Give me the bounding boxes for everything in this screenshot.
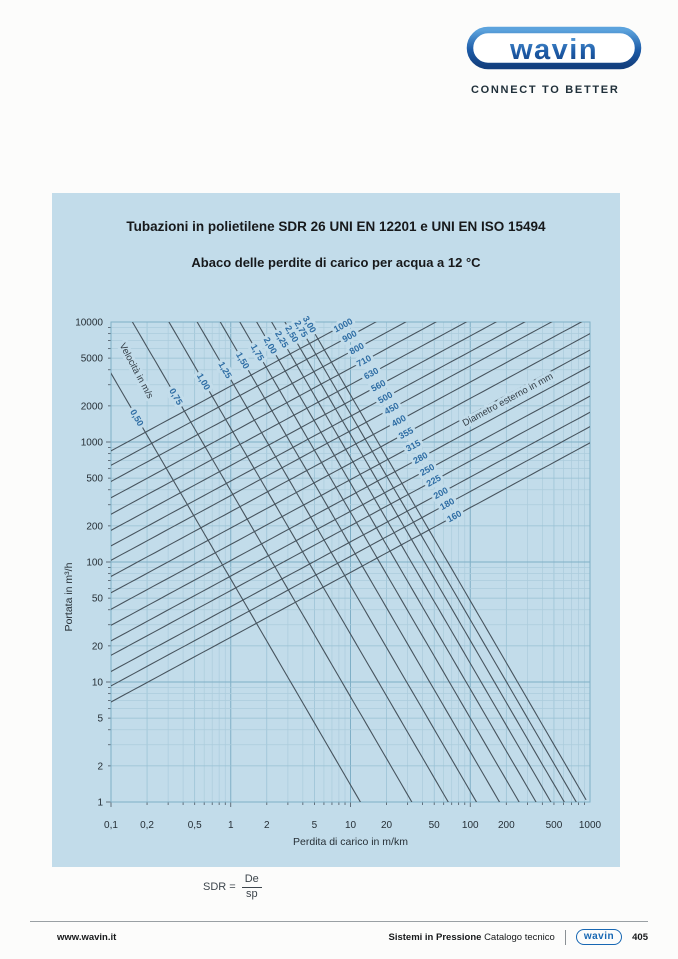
y-tick-label: 1 (97, 798, 103, 809)
y-tick-label: 100 (86, 558, 103, 569)
diameter-line (111, 365, 590, 626)
velocity-line (111, 372, 362, 802)
x-tick-label: 0,2 (140, 820, 154, 831)
footer-catalog-label: Sistemi in Pressione Catalogo tecnico (388, 932, 554, 943)
diameter-line (111, 322, 351, 452)
logo-tagline: CONNECT TO BETTER (471, 84, 620, 96)
chart-panel: Tubazioni in polietilene SDR 26 UNI EN 1… (52, 193, 620, 867)
diameter-line (111, 322, 553, 561)
y-tick-label: 200 (86, 521, 103, 532)
velocity-line (131, 322, 413, 802)
x-tick-label: 100 (462, 820, 479, 831)
x-tick-label: 10 (345, 820, 357, 831)
x-tick-label: 20 (381, 820, 393, 831)
formula-numerator: De (241, 873, 262, 888)
axes-text: 0,1 0,2 0,5 1 2 5 10 20 50 100 200 500 1000 1 2 5 10 20 50… (63, 318, 602, 849)
diameter-label: 355 (397, 425, 415, 441)
footer-catalog-type: Catalogo tecnico (484, 931, 555, 943)
logo-pill (466, 26, 642, 70)
velocity-line (284, 322, 565, 802)
wavin-logo: wavin (466, 26, 642, 70)
diameter-line (111, 322, 583, 578)
footer-wavin-logo: wavin (575, 929, 623, 945)
diameter-line (111, 322, 377, 466)
footer-series-name: Sistemi in Pressione (388, 931, 482, 943)
y-tick-label: 50 (92, 594, 104, 605)
footer-right: Sistemi in Pressione Catalogo tecnico wa… (388, 929, 648, 945)
diameter-line (111, 426, 590, 687)
diameter-line (111, 442, 590, 703)
x-tick-label: 50 (429, 820, 441, 831)
footer: www.wavin.it Sistemi in Pressione Catalo… (57, 929, 648, 945)
velocity-line (271, 322, 552, 802)
diameter-line (111, 395, 590, 656)
y-tick-label: 2 (97, 761, 103, 772)
velocity-label: 0,75 (167, 387, 184, 407)
velocity-line (256, 322, 537, 802)
diameter-line (111, 349, 590, 610)
logo-wordmark: wavin (509, 34, 598, 66)
plot-frame (110, 321, 591, 803)
y-tick-label: 5000 (81, 354, 104, 365)
velocity-line (219, 322, 501, 802)
velocity-label: 1,75 (249, 342, 266, 362)
diameter-line (111, 411, 590, 673)
x-tick-label: 0,1 (104, 820, 118, 831)
x-tick-label: 1000 (579, 820, 602, 831)
chart-subtitle: Abaco delle perdite di carico per acqua … (191, 255, 481, 270)
diameter-line (111, 322, 468, 515)
y-tick-label: 5 (97, 714, 103, 725)
diameter-line (111, 333, 590, 594)
velocity-line (307, 322, 587, 801)
velocity-label: 1,00 (195, 372, 212, 392)
velocity-line (296, 322, 577, 802)
curves (111, 322, 590, 802)
diameter-label: 630 (362, 365, 380, 381)
x-tick-label: 0,5 (188, 820, 202, 831)
diameter-line (111, 322, 498, 531)
y-tick-label: 10000 (75, 318, 103, 329)
x-tick-label: 5 (312, 820, 318, 831)
y-tick-label: 10 (92, 678, 104, 689)
y-tick-label: 2000 (81, 401, 104, 412)
velocity-line (196, 322, 478, 802)
sdr-formula: SDR = De sp (203, 873, 262, 902)
diameter-label: 160 (445, 508, 463, 524)
x-tick-label: 200 (498, 820, 515, 831)
page-number: 405 (632, 931, 648, 943)
velocity-line (168, 322, 449, 802)
formula-lhs: SDR = (203, 881, 236, 894)
diameter-line (111, 322, 407, 483)
footer-rule (30, 921, 648, 922)
diameter-label: 315 (404, 438, 422, 454)
chart-title: Tubazioni in polietilene SDR 26 UNI EN 1… (126, 219, 546, 234)
y-axis-title: Portata in m³/h (63, 562, 75, 631)
x-tick-label: 2 (264, 820, 270, 831)
x-axis-title: Perdita di carico in m/km (293, 836, 408, 848)
formula-denominator: sp (245, 887, 258, 900)
diameter-label: 400 (390, 413, 408, 429)
footer-divider (564, 929, 566, 945)
y-tick-label: 20 (92, 641, 104, 652)
formula-fraction: De sp (241, 873, 262, 902)
velocity-label: 1,50 (234, 350, 251, 370)
velocity-label: 0,50 (128, 408, 145, 428)
x-tick-label: 1 (228, 820, 234, 831)
diameter-line (111, 322, 438, 499)
chart-canvas: 0,500,751,001,25 1,501,752,002,252,502,75… (63, 311, 602, 849)
y-tick-label: 1000 (81, 438, 104, 449)
y-tick-label: 500 (86, 474, 103, 485)
diameter-label: 710 (355, 353, 373, 369)
brand-block: wavin CONNECT TO BETTER (466, 26, 644, 96)
diameter-line (111, 381, 590, 642)
site-url: www.wavin.it (57, 931, 117, 943)
diameter-line (111, 322, 526, 547)
x-tick-label: 500 (546, 820, 563, 831)
velocity-line (239, 322, 520, 802)
